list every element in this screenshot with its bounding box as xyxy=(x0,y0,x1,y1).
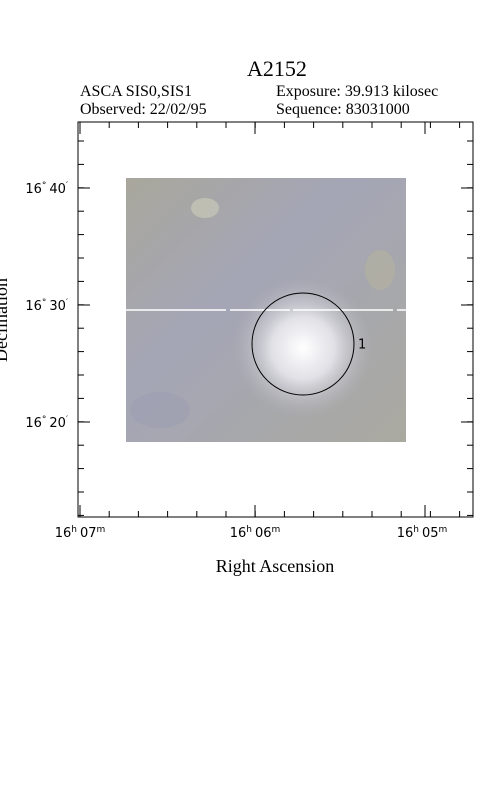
title: A2152 xyxy=(247,56,307,81)
region-label: 1 xyxy=(358,338,366,353)
y-axis-label: Declination xyxy=(0,278,11,362)
y-tick-label: 16° 30′ xyxy=(25,298,68,314)
tick-marks xyxy=(78,122,473,517)
x-tick-label: 16h 06m xyxy=(230,525,281,541)
exposure: Exposure: 39.913 kilosec xyxy=(276,83,438,100)
x-tick-label: 16h 07m xyxy=(55,525,106,541)
region-circle xyxy=(251,292,355,396)
sequence: Sequence: 83031000 xyxy=(276,101,410,118)
x-tick-label: 16h 05m xyxy=(397,525,448,541)
y-tick-label: 16° 20′ xyxy=(25,415,68,431)
y-tick-label: 16° 40′ xyxy=(25,181,68,197)
x-axis-label: Right Ascension xyxy=(216,556,335,576)
plot-frame xyxy=(77,121,474,518)
instrument: ASCA SIS0,SIS1 xyxy=(80,83,192,100)
observed: Observed: 22/02/95 xyxy=(80,101,207,118)
